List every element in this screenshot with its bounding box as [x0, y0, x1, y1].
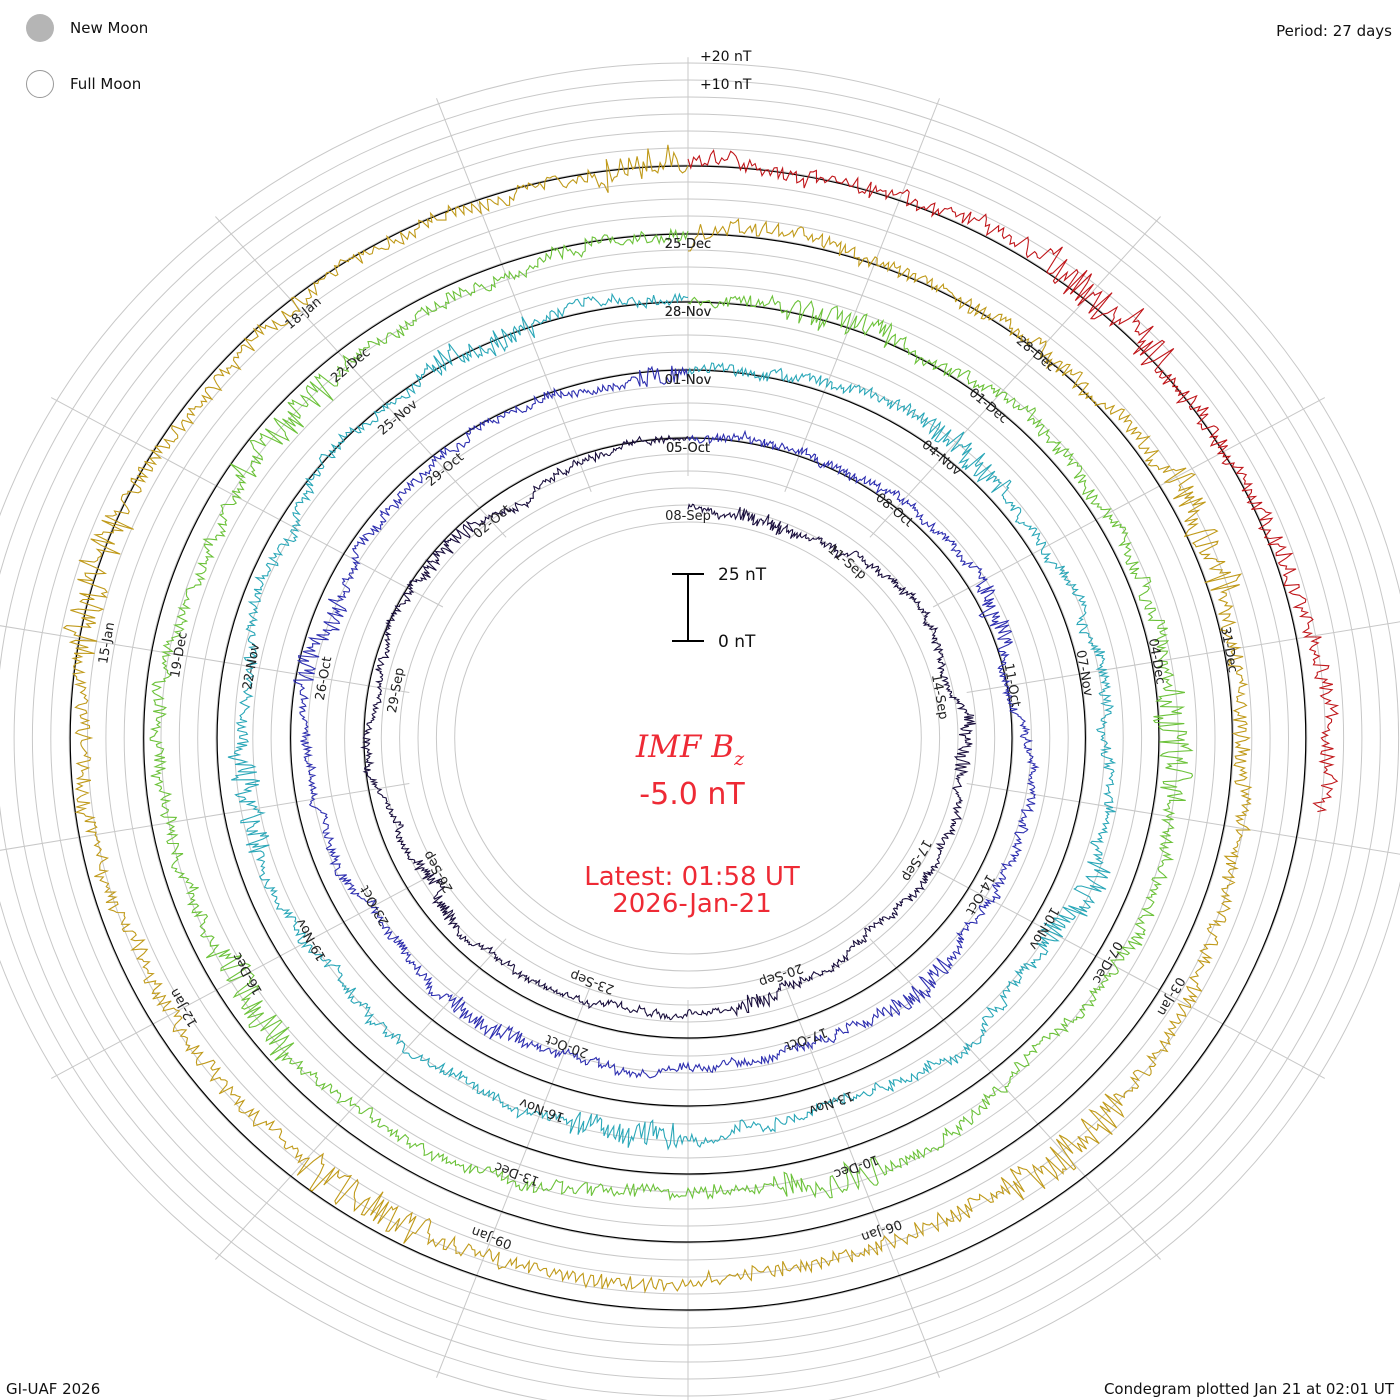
- series-rotation-28-Nov: [149, 227, 1194, 1202]
- grid-spoke: [784, 98, 940, 492]
- legend-full-moon-label: Full Moon: [70, 75, 142, 93]
- date-label: 07-Nov: [1073, 649, 1096, 698]
- series-rotation-05-Oct: [293, 365, 1040, 1079]
- grid-ring: [454, 521, 922, 955]
- date-label: 22-Dec: [328, 345, 373, 386]
- date-label: 19-Nov: [293, 915, 329, 963]
- date-label: 14-Sep: [928, 673, 951, 721]
- grid-spoke: [215, 216, 507, 538]
- date-label: 25-Dec: [665, 237, 711, 252]
- footer-credit: GI-UAF 2026: [6, 1380, 101, 1398]
- ring-value-label: +10 nT: [700, 77, 752, 93]
- date-label: 01-Nov: [665, 373, 712, 388]
- date-label: 16-Nov: [517, 1094, 566, 1124]
- grid-spoke: [50, 397, 444, 608]
- chart-title: IMF Bz: [635, 729, 745, 770]
- scale-bottom-label: 0 nT: [718, 632, 756, 652]
- date-label: 02-Oct: [471, 502, 514, 542]
- grid-spoke: [0, 625, 410, 693]
- grid-spoke: [215, 938, 507, 1260]
- date-label: 11-Oct: [1001, 662, 1023, 708]
- date-label: 11-Sep: [825, 542, 870, 583]
- date-label: 06-Jan: [859, 1216, 904, 1244]
- legend-new-moon-label: New Moon: [70, 19, 149, 37]
- series-rotation-08-Sep: [360, 434, 976, 1021]
- grid-spoke: [784, 984, 940, 1378]
- grid-spoke: [436, 98, 592, 492]
- zero-ring: [290, 369, 1086, 1107]
- date-label: 29-Oct: [424, 450, 467, 490]
- grid-ring: [417, 487, 959, 989]
- date-label: 25-Dec: [665, 237, 711, 252]
- date-label: 25-Nov: [375, 397, 421, 439]
- grid-spoke: [0, 783, 410, 851]
- date-label: 14-Oct: [962, 871, 997, 917]
- date-label: 07-Dec: [1089, 938, 1125, 986]
- date-label: 04-Dec: [1145, 637, 1168, 685]
- period-label: Period: 27 days: [1276, 22, 1392, 40]
- grid-spoke: [932, 397, 1326, 608]
- date-label: 23-Oct: [358, 883, 393, 929]
- legend-full-moon: Full Moon: [26, 68, 141, 100]
- grid-ring: [435, 504, 941, 972]
- grid-spoke: [869, 216, 1161, 538]
- new-moon-icon: [26, 14, 54, 42]
- full-moon-icon: [26, 70, 54, 98]
- date-label: 13-Dec: [493, 1158, 542, 1188]
- latest-time: Latest: 01:58 UT: [584, 862, 800, 892]
- date-label: 01-Nov: [665, 373, 712, 388]
- date-label: 05-Oct: [666, 441, 710, 456]
- latest-date: 2026-Jan-21: [612, 889, 772, 919]
- scale-top-label: 25 nT: [718, 565, 767, 585]
- date-label: 08-Oct: [872, 491, 915, 531]
- date-label: 05-Oct: [666, 441, 710, 456]
- ring-value-label: +20 nT: [700, 49, 752, 65]
- series-rotation-18-Jan: [687, 149, 1340, 813]
- grid-spoke: [966, 783, 1400, 855]
- series-rotation-25-Dec: [62, 144, 1253, 1294]
- date-label: 28-Nov: [665, 305, 712, 320]
- date-label: 03-Jan: [1154, 974, 1188, 1018]
- zero-ring: [143, 233, 1233, 1243]
- chart-title-subscript: z: [733, 748, 745, 770]
- current-value: -5.0 nT: [639, 777, 745, 812]
- date-label: 28-Nov: [665, 305, 712, 320]
- date-label: 01-Dec: [966, 386, 1011, 427]
- date-label: 15-Jan: [96, 621, 118, 665]
- date-label: 16-Dec: [230, 950, 266, 998]
- legend-new-moon: New Moon: [26, 12, 148, 44]
- date-label: 08-Sep: [665, 509, 711, 524]
- date-label: 17-Sep: [898, 836, 934, 883]
- grid-spoke: [932, 868, 1326, 1079]
- series-rotation-01-Nov: [227, 292, 1117, 1151]
- footer-plot-time: Condegram plotted Jan 21 at 02:01 UT: [1103, 1380, 1394, 1398]
- grid-spoke: [966, 621, 1400, 693]
- date-label: 31-Dec: [1217, 626, 1240, 674]
- zero-ring: [216, 301, 1160, 1175]
